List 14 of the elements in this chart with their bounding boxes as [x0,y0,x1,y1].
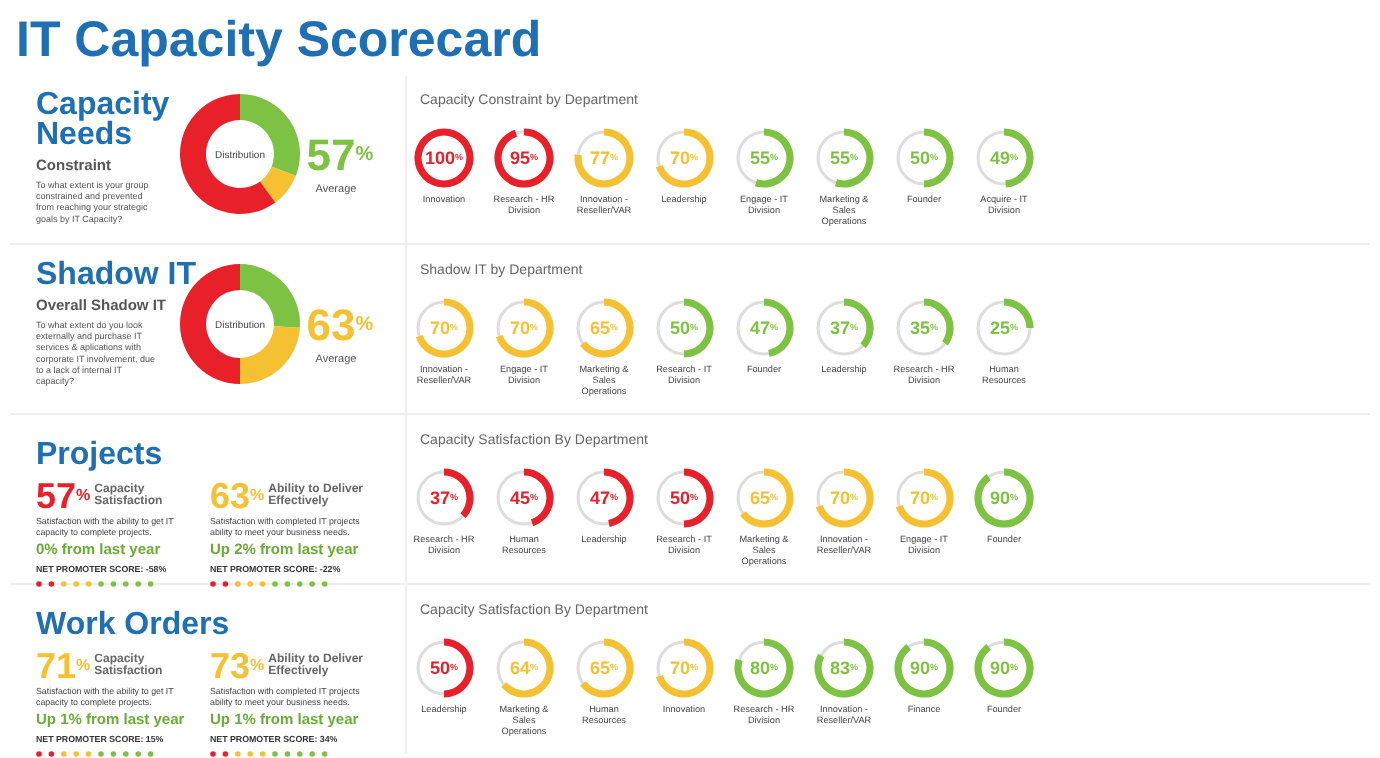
text: Work Orders [36,608,230,642]
donut-slice [180,94,276,214]
chart-title: Capacity Needs [36,88,170,152]
donut-slice [240,326,300,384]
text: 73$^{%}$ [210,646,265,686]
text: 63$^{%}$ [306,300,374,350]
text: 57$^{%}$ [306,130,374,180]
text: 63$^{%}$ [210,476,265,516]
text: IT Capacity Scorecard [16,12,542,68]
donut-slice [259,166,296,203]
text: Projects [36,438,163,472]
text: 57$^{%}$ [36,476,91,516]
text: 71$^{%}$ [36,646,91,686]
chart-title: Shadow IT [36,258,197,292]
